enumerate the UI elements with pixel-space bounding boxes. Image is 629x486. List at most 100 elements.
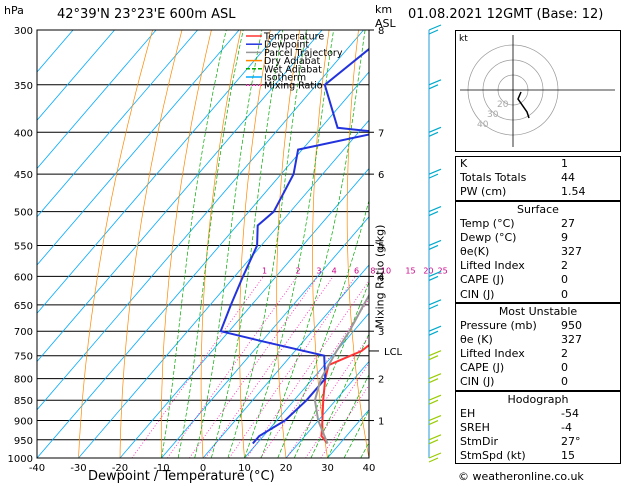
hodograph-table-label: StmDir (460, 435, 499, 448)
most-unstable-label: θe (K) (460, 332, 493, 346)
most-unstable-value: 2 (561, 347, 568, 361)
hodograph-table-value: -54 (561, 406, 579, 420)
wind-barb (428, 373, 442, 380)
temperature-tick-label: -30 (70, 463, 86, 474)
pressure-tick-label: 650 (14, 301, 33, 312)
surface-row: Dewp (°C) 9 (456, 231, 620, 245)
hodograph-table-row: SREH -4 (456, 421, 620, 435)
wind-barb (428, 173, 439, 179)
wind-barb (428, 244, 439, 251)
hodograph-ring-label: 40 (477, 120, 489, 130)
mixing-ratio-line (286, 335, 369, 458)
surface-label: θe(K) (460, 244, 490, 258)
wet-adiabat-line (293, 281, 369, 458)
surface-row: Temp (°C) 27 (456, 217, 620, 231)
isotherm-line (37, 30, 281, 314)
isotherm-line (37, 30, 198, 218)
isotherm-line (37, 30, 157, 170)
location-title: 42°39'N 23°23'E 600m ASL (57, 7, 236, 22)
isotherm-line (37, 30, 240, 266)
surface-label: Lifted Index (460, 259, 525, 273)
isotherm-line (37, 71, 369, 458)
pressure-tick-label: 750 (14, 352, 33, 363)
wet-adiabat-line (227, 30, 307, 458)
pressure-tick-label: 950 (14, 436, 33, 447)
wind-barb (428, 275, 439, 281)
index-k-value: 1 (561, 157, 568, 170)
most-unstable-value: 0 (561, 375, 568, 389)
most-unstable-box: Most Unstable Pressure (mb) 950 θe (K) 327 L… (455, 302, 621, 391)
wind-barb (428, 168, 442, 175)
wind-barb (428, 270, 442, 277)
temperature-tick-label: -20 (112, 463, 128, 474)
wind-barb (428, 304, 439, 310)
surface-value: 0 (561, 273, 568, 287)
dry-adiabat-line (78, 30, 153, 458)
km-label: km (375, 3, 393, 16)
x-axis-title: Dewpoint / Temperature (°C) (88, 469, 275, 484)
dry-adiabat-line (276, 30, 301, 458)
most-unstable-value: 0 (561, 361, 568, 375)
wind-barb (428, 414, 442, 422)
datetime-title: 01.08.2021 12GMT (Base: 12) (408, 7, 604, 22)
dewpoint-line (219, 47, 369, 445)
asl-label: ASL (375, 17, 396, 30)
wind-barb (428, 131, 439, 137)
most-unstable-row: CIN (J) 0 (456, 375, 620, 389)
wind-barb (428, 239, 442, 247)
most-unstable-value: 327 (561, 332, 582, 346)
hodograph-kt-label: kt (459, 34, 468, 44)
wind-barb (428, 206, 442, 213)
pressure-tick-label: 350 (14, 81, 33, 92)
hodograph-table-row: StmDir 27° (456, 435, 620, 449)
mixing-ratio-line (131, 276, 264, 458)
credit-text: © weatheronline.co.uk (458, 470, 584, 483)
wind-barb (428, 457, 439, 463)
parcel-trajectory-line (313, 293, 369, 444)
legend-label: Isotherm (264, 73, 306, 84)
hodograph-table-box: Hodograph EH -54 SREH -4 StmDir 27° StmSpd (kt… (455, 390, 621, 465)
dry-adiabat-line (623, 30, 629, 458)
wind-barb (428, 419, 439, 426)
temperature-line (320, 343, 369, 445)
y-unit-label: hPa (4, 4, 24, 17)
isotherm-line (202, 264, 369, 458)
wind-barb (428, 211, 439, 217)
mixing-ratio-line (167, 276, 298, 458)
wet-adiabat-line (327, 374, 369, 458)
pressure-tick-label: 850 (14, 396, 33, 407)
hodograph-trace (517, 91, 530, 119)
isotherm-line (244, 312, 369, 458)
wind-barb (428, 79, 442, 86)
legend-label: Wet Adiabat (264, 64, 322, 75)
index-row-pw: PW (cm) 1.54 (456, 185, 620, 199)
mixing-ratio-line (205, 276, 334, 458)
wet-adiabat-line (277, 198, 369, 458)
temperature-tick-label: 40 (363, 463, 376, 474)
hodograph-table-label: SREH (460, 420, 490, 434)
surface-value: 0 (561, 287, 568, 301)
pressure-tick-label: 500 (14, 208, 33, 219)
most-unstable-row: θe (K) 327 (456, 333, 620, 347)
wind-barb (428, 394, 442, 401)
index-pw-label: PW (cm) (460, 185, 507, 199)
wind-barb (428, 24, 442, 31)
mixing-ratio-label: 4 (332, 266, 337, 275)
surface-label: CIN (J) (460, 287, 495, 301)
most-unstable-label: CAPE (J) (460, 361, 505, 375)
wind-barb (428, 439, 439, 445)
index-k-label: K (460, 157, 468, 170)
mixing-ratio-label: 8 (370, 266, 375, 275)
temperature-tick-label: 30 (321, 463, 334, 474)
wind-barb (428, 355, 439, 361)
legend-label: Parcel Trajectory (264, 48, 343, 59)
temperature-tick-label: 20 (280, 463, 293, 474)
km-tick-label: 1 (378, 417, 384, 428)
surface-label: CAPE (J) (460, 273, 505, 287)
pressure-tick-label: 300 (14, 26, 33, 37)
wet-adiabat-line (194, 30, 263, 458)
legend-label: Dewpoint (264, 40, 309, 51)
